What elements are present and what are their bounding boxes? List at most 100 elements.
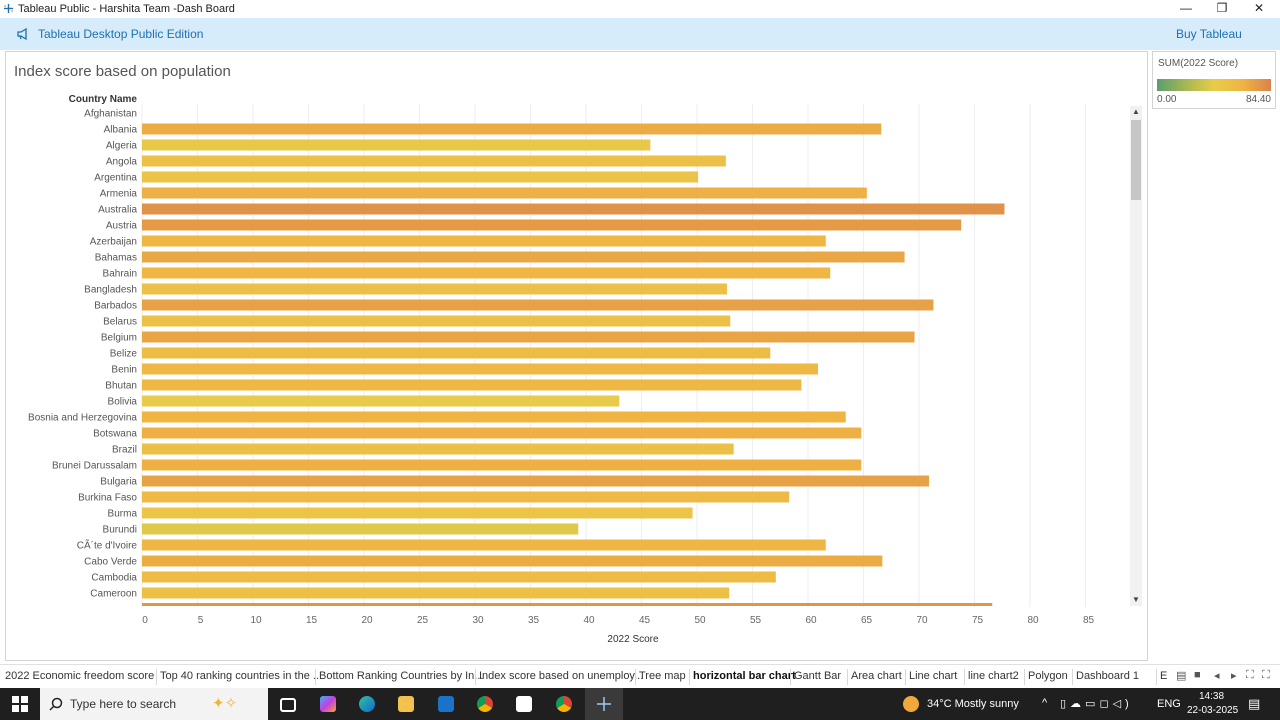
x-tick-label: 70 [916, 615, 928, 626]
scroll-up-arrow-icon[interactable]: ▲ [1132, 107, 1140, 116]
bar[interactable] [142, 283, 727, 295]
sheet-tab[interactable]: Bottom Ranking Countries by In... [319, 670, 484, 682]
category-label: Cabo Verde [84, 557, 137, 568]
category-label: Algeria [106, 141, 138, 152]
sheet-tab[interactable]: 2022 Economic freedom score [5, 670, 155, 682]
weather-text[interactable]: 34°C Mostly sunny [927, 698, 1019, 710]
x-tick-label: 60 [805, 615, 817, 626]
bar[interactable] [142, 251, 905, 263]
bar[interactable] [142, 267, 831, 279]
category-label: Burma [108, 509, 138, 520]
tab-separator [1024, 669, 1025, 685]
bar[interactable] [142, 379, 802, 391]
bar[interactable] [142, 347, 771, 359]
close-button[interactable]: ✕ [1253, 1, 1265, 15]
bar[interactable] [142, 539, 826, 551]
bar[interactable] [142, 459, 862, 471]
copilot-sparkle-icon[interactable]: ✦✧ [212, 695, 238, 712]
category-label: Burkina Faso [78, 493, 137, 504]
sheet-tab[interactable]: E [1160, 670, 1168, 682]
task-view-icon[interactable] [280, 698, 296, 712]
weather-icon[interactable] [903, 696, 919, 712]
bar[interactable] [142, 187, 867, 199]
bar-partial[interactable] [142, 603, 993, 606]
tab-separator [156, 669, 157, 685]
tab-separator [475, 669, 476, 685]
sheet-tab[interactable]: Tree map [639, 670, 686, 682]
bar[interactable] [142, 523, 579, 535]
film-strip-icon[interactable]: ■ [1194, 669, 1201, 681]
sheet-tab[interactable]: line chart2 [968, 670, 1019, 682]
bar[interactable] [142, 155, 726, 167]
bar[interactable] [142, 491, 790, 503]
bar[interactable] [142, 123, 882, 135]
fit-icon[interactable]: ⛶ [1246, 669, 1254, 681]
category-label: Azerbaijan [90, 237, 137, 248]
sheet-tab[interactable]: Top 40 ranking countries in the ... [160, 670, 323, 682]
category-label: Australia [98, 205, 137, 216]
tableau-app-icon [4, 4, 13, 13]
copilot-icon[interactable] [320, 696, 336, 712]
taskbar-search[interactable]: Type here to search ✦✧ [40, 688, 268, 720]
bar[interactable] [142, 555, 883, 567]
sheet-tab[interactable]: Line chart [909, 670, 958, 682]
sheet-tab[interactable]: Area chart [851, 670, 902, 682]
x-tick-label: 10 [250, 615, 262, 626]
bar[interactable] [142, 411, 846, 423]
sheet-tab[interactable]: Dashboard 1 [1076, 670, 1139, 682]
windows-start-icon[interactable] [12, 696, 28, 712]
edge-icon[interactable] [359, 696, 375, 712]
edition-banner: Tableau Desktop Public Edition Buy Table… [0, 18, 1280, 50]
category-label: Bahrain [103, 269, 137, 280]
sheet-tab[interactable]: Index score based on unemploy... [479, 670, 644, 682]
bar[interactable] [142, 171, 699, 183]
vertical-scrollbar[interactable]: ▲ ▼ [1130, 106, 1142, 606]
category-label: Austria [106, 221, 138, 232]
sheet-tab[interactable]: Polygon [1028, 670, 1068, 682]
bar[interactable] [142, 139, 651, 151]
chrome-icon[interactable] [477, 696, 493, 712]
file-explorer-icon[interactable] [398, 696, 414, 712]
prev-tab-icon[interactable]: ◂ [1214, 670, 1220, 682]
search-input[interactable]: Type here to search [70, 697, 177, 711]
bar[interactable] [142, 363, 818, 375]
language-indicator[interactable]: ENG [1157, 698, 1181, 710]
restore-button[interactable]: ❐ [1216, 1, 1228, 15]
next-tab-icon[interactable]: ▸ [1231, 670, 1237, 682]
chrome-profile-icon[interactable] [556, 696, 572, 712]
scroll-down-arrow-icon[interactable]: ▼ [1132, 595, 1140, 604]
bar[interactable] [142, 203, 1005, 215]
scroll-thumb[interactable] [1131, 120, 1141, 200]
bar[interactable] [142, 299, 934, 311]
tray-chevron-icon[interactable]: ^ [1042, 697, 1048, 709]
grid-view-icon[interactable]: ▤ [1176, 670, 1187, 682]
bar[interactable] [142, 395, 620, 407]
buy-tableau-link[interactable]: Buy Tableau [1176, 27, 1242, 41]
fullscreen-icon[interactable]: ⛶ [1262, 669, 1270, 681]
category-label: Brazil [112, 445, 137, 456]
clock-time[interactable]: 14:38 [1199, 691, 1225, 702]
bar[interactable] [142, 235, 826, 247]
bar[interactable] [142, 219, 962, 231]
sheet-tab[interactable]: horizontal bar chart [693, 670, 796, 682]
bar[interactable] [142, 507, 693, 519]
bar[interactable] [142, 427, 862, 439]
clock-date[interactable]: 22-03-2025 [1187, 705, 1239, 716]
minimize-button[interactable]: — [1180, 1, 1192, 15]
bar[interactable] [142, 571, 776, 583]
store-icon[interactable] [516, 696, 532, 712]
bar[interactable] [142, 587, 730, 599]
color-legend[interactable]: SUM(2022 Score) 0.00 84.40 [1152, 51, 1276, 109]
outlook-icon[interactable] [438, 696, 454, 712]
legend-color-ramp [1157, 79, 1271, 91]
sheet-tabs: 2022 Economic freedom score Top 40 rankin… [0, 664, 1280, 689]
tray-system-icons[interactable]: ▯☁▭◻◁) [1060, 698, 1133, 710]
notification-icon[interactable]: ▤ [1248, 696, 1261, 711]
bar[interactable] [142, 475, 929, 487]
bar[interactable] [142, 315, 731, 327]
sheet-tab[interactable]: Gantt Bar [794, 670, 842, 682]
tableau-taskbar-button[interactable] [585, 688, 623, 720]
bar[interactable] [142, 443, 734, 455]
bar[interactable] [142, 331, 915, 343]
